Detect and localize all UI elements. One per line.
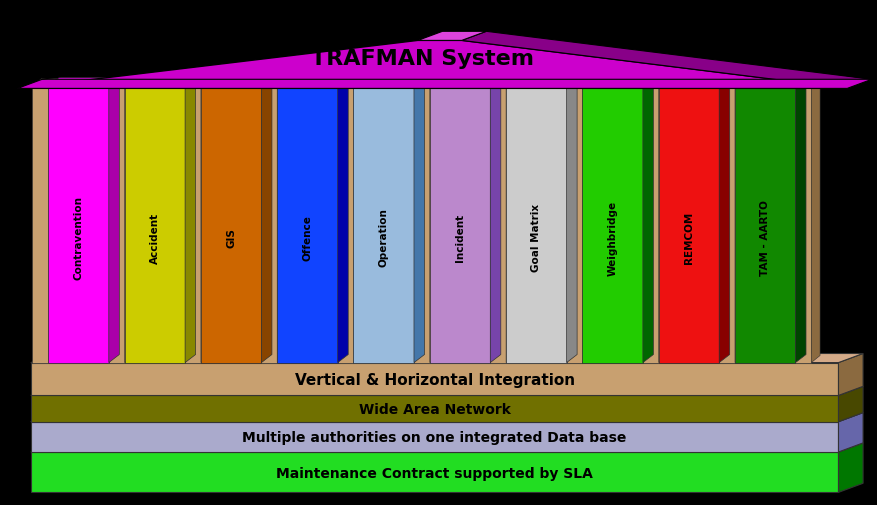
Polygon shape [32,86,48,363]
Polygon shape [277,86,338,363]
Polygon shape [31,422,838,452]
Polygon shape [734,79,743,363]
Polygon shape [31,354,862,363]
Text: Operation: Operation [378,209,389,268]
Polygon shape [505,79,514,363]
Polygon shape [658,79,667,363]
Polygon shape [413,79,438,86]
Polygon shape [125,78,196,86]
Polygon shape [795,79,819,86]
Polygon shape [838,443,862,492]
Polygon shape [489,78,500,363]
Text: Maintenance Contract supported by SLA: Maintenance Contract supported by SLA [276,467,592,481]
Polygon shape [505,86,566,363]
Polygon shape [338,79,362,86]
Text: Contravention: Contravention [74,196,83,280]
Polygon shape [31,395,838,422]
Polygon shape [718,79,743,86]
Polygon shape [658,78,729,86]
Text: Vertical & Horizontal Integration: Vertical & Horizontal Integration [294,373,574,388]
Polygon shape [489,79,514,86]
Polygon shape [31,413,862,422]
Text: Accident: Accident [150,213,160,264]
Text: REMCOM: REMCOM [683,212,693,264]
Polygon shape [581,78,652,86]
Polygon shape [31,363,838,395]
Text: Offence: Offence [302,215,312,261]
Polygon shape [429,86,489,363]
Polygon shape [581,79,590,363]
Polygon shape [125,79,133,363]
Polygon shape [31,443,862,452]
Polygon shape [642,78,652,363]
Polygon shape [429,78,500,86]
Polygon shape [353,78,424,86]
Polygon shape [109,86,125,363]
Polygon shape [838,354,862,395]
Polygon shape [489,86,505,363]
Polygon shape [718,78,729,363]
Polygon shape [838,413,862,452]
Polygon shape [429,79,438,363]
Polygon shape [734,86,795,363]
Polygon shape [566,86,581,363]
Polygon shape [718,86,734,363]
Text: Weighbridge: Weighbridge [607,200,617,276]
Polygon shape [413,86,429,363]
Polygon shape [31,386,862,395]
Polygon shape [461,31,871,88]
Polygon shape [261,78,272,363]
Polygon shape [261,86,277,363]
Text: TAM - AARTO: TAM - AARTO [759,200,769,276]
Polygon shape [505,78,576,86]
Polygon shape [566,78,576,363]
Polygon shape [185,79,210,86]
Text: Wide Area Network: Wide Area Network [359,403,510,417]
Polygon shape [642,86,658,363]
Polygon shape [201,86,261,363]
Polygon shape [417,31,486,40]
Polygon shape [125,86,185,363]
Polygon shape [566,79,590,86]
Text: Multiple authorities on one integrated Data base: Multiple authorities on one integrated D… [242,431,626,445]
Polygon shape [31,452,838,492]
Polygon shape [338,78,348,363]
Polygon shape [581,86,642,363]
Polygon shape [642,79,667,86]
Polygon shape [795,78,805,363]
Polygon shape [734,78,805,86]
Polygon shape [18,40,846,88]
Text: Goal Matrix: Goal Matrix [531,204,541,272]
Polygon shape [353,79,362,363]
Polygon shape [658,86,718,363]
Polygon shape [277,79,286,363]
Polygon shape [277,78,348,86]
Polygon shape [48,79,57,363]
Polygon shape [353,86,413,363]
Polygon shape [32,79,57,86]
Text: TRAFMAN System: TRAFMAN System [310,49,533,69]
Polygon shape [201,78,272,86]
Polygon shape [201,79,210,363]
Polygon shape [185,78,196,363]
Polygon shape [838,386,862,422]
Polygon shape [261,79,286,86]
Polygon shape [338,86,353,363]
Polygon shape [413,78,424,363]
Polygon shape [109,78,119,363]
Polygon shape [18,79,871,88]
Text: Incident: Incident [454,214,465,262]
Polygon shape [48,86,109,363]
Polygon shape [185,86,201,363]
Polygon shape [109,79,133,86]
Polygon shape [810,79,819,363]
Text: GIS: GIS [226,228,236,248]
Polygon shape [795,86,810,363]
Polygon shape [48,78,119,86]
